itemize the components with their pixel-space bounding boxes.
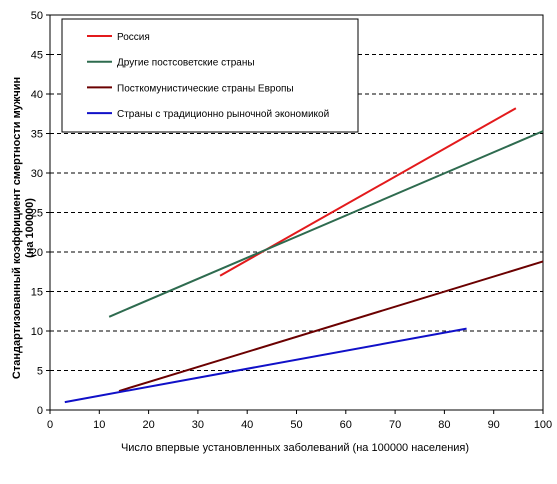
legend-label: Россия <box>117 32 150 43</box>
x-tick-label: 60 <box>340 419 352 431</box>
legend-label: Страны с традиционно рыночной экономикой <box>117 109 329 120</box>
y-tick-label: 5 <box>37 366 43 378</box>
x-tick-label: 10 <box>93 419 105 431</box>
series-line <box>108 130 544 318</box>
legend-label: Посткомунистические страны Европы <box>117 83 294 94</box>
x-tick-label: 70 <box>389 419 401 431</box>
y-tick-label: 10 <box>31 326 43 338</box>
x-tick-label: 90 <box>488 419 500 431</box>
y-tick-label: 35 <box>31 129 43 141</box>
x-tick-label: 50 <box>290 419 302 431</box>
y-tick-label: 45 <box>31 50 43 62</box>
x-tick-label: 40 <box>241 419 253 431</box>
x-axis-title: Число впервые установленных заболеваний … <box>121 442 469 454</box>
y-axis-title-line2: (на 100000) <box>24 198 36 258</box>
y-tick-label: 50 <box>31 10 43 22</box>
y-tick-label: 15 <box>31 287 43 299</box>
x-tick-label: 30 <box>192 419 204 431</box>
series-line <box>118 260 544 392</box>
x-tick-label: 80 <box>438 419 450 431</box>
x-tick-label: 20 <box>142 419 154 431</box>
x-tick-label: 0 <box>47 419 53 431</box>
y-tick-label: 0 <box>37 405 43 417</box>
y-tick-label: 40 <box>31 89 43 101</box>
axis-layer: 0 5 10 15 20 25 30 35 40 45 50 0 10 20 30 40 50 60 70 80 90 1… <box>31 10 552 431</box>
y-tick-label: 20 <box>31 247 43 259</box>
legend-label: Другие постсоветские страны <box>117 58 255 69</box>
y-axis-title-line1: Стандартизованный коэффициент смертности… <box>11 77 23 379</box>
x-tick-label: 100 <box>534 419 552 431</box>
series-layer <box>64 107 544 404</box>
y-tick-label: 30 <box>31 168 43 180</box>
legend: Россия Другие постсоветские страны Постком… <box>61 18 359 133</box>
series-line <box>64 327 467 404</box>
y-tick-label: 25 <box>31 208 43 220</box>
